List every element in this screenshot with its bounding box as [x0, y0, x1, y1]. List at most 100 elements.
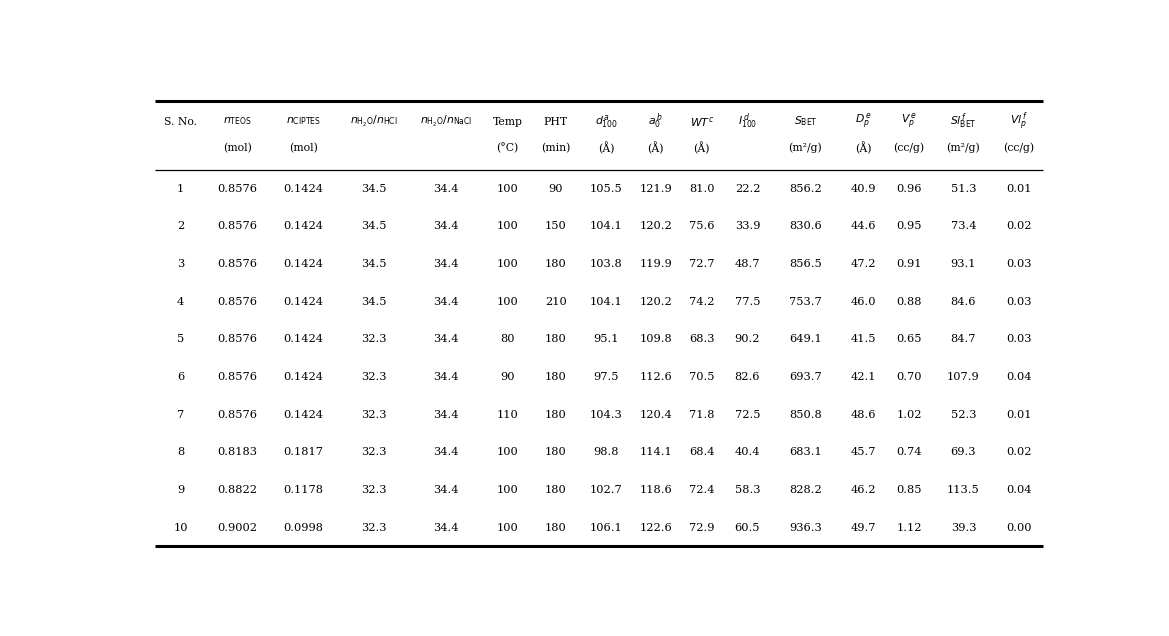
Text: 0.1817: 0.1817 [284, 447, 324, 457]
Text: 0.1424: 0.1424 [284, 372, 324, 382]
Text: 34.4: 34.4 [434, 523, 458, 532]
Text: 34.4: 34.4 [434, 221, 458, 232]
Text: 180: 180 [545, 447, 567, 457]
Text: 33.9: 33.9 [735, 221, 760, 232]
Text: 70.5: 70.5 [689, 372, 714, 382]
Text: (Å): (Å) [693, 141, 710, 154]
Text: 72.7: 72.7 [689, 259, 714, 269]
Text: 113.5: 113.5 [947, 485, 980, 495]
Text: 180: 180 [545, 410, 567, 420]
Text: 0.1178: 0.1178 [284, 485, 324, 495]
Text: 122.6: 122.6 [639, 523, 672, 532]
Text: $n_{\rm CIPTES}$: $n_{\rm CIPTES}$ [286, 116, 321, 127]
Text: 34.4: 34.4 [434, 447, 458, 457]
Text: 114.1: 114.1 [639, 447, 672, 457]
Text: 830.6: 830.6 [789, 221, 822, 232]
Text: 46.0: 46.0 [851, 296, 876, 307]
Text: 119.9: 119.9 [639, 259, 672, 269]
Text: 90: 90 [500, 372, 514, 382]
Text: 32.3: 32.3 [361, 523, 386, 532]
Text: 0.01: 0.01 [1007, 184, 1032, 194]
Text: 0.1424: 0.1424 [284, 221, 324, 232]
Text: 683.1: 683.1 [789, 447, 822, 457]
Text: 81.0: 81.0 [689, 184, 714, 194]
Text: 72.9: 72.9 [689, 523, 714, 532]
Text: (m²/g): (m²/g) [947, 142, 981, 153]
Text: 41.5: 41.5 [851, 335, 876, 344]
Text: 100: 100 [497, 259, 518, 269]
Text: (cc/g): (cc/g) [1003, 142, 1035, 153]
Text: 753.7: 753.7 [789, 296, 822, 307]
Text: $n_{\rm H_2O}/n_{\rm NaCl}$: $n_{\rm H_2O}/n_{\rm NaCl}$ [420, 114, 472, 129]
Text: 120.2: 120.2 [639, 296, 672, 307]
Text: 90: 90 [548, 184, 563, 194]
Text: 34.4: 34.4 [434, 184, 458, 194]
Text: 1.02: 1.02 [897, 410, 922, 420]
Text: 0.65: 0.65 [897, 335, 922, 344]
Text: 40.4: 40.4 [735, 447, 760, 457]
Text: 120.2: 120.2 [639, 221, 672, 232]
Text: (cc/g): (cc/g) [893, 142, 925, 153]
Text: $S_{\rm BET}$: $S_{\rm BET}$ [794, 114, 817, 128]
Text: 0.8822: 0.8822 [217, 485, 257, 495]
Text: 75.6: 75.6 [689, 221, 714, 232]
Text: 84.6: 84.6 [950, 296, 976, 307]
Text: 46.2: 46.2 [851, 485, 876, 495]
Text: 22.2: 22.2 [735, 184, 760, 194]
Text: 0.8576: 0.8576 [217, 296, 257, 307]
Text: 828.2: 828.2 [789, 485, 822, 495]
Text: 34.4: 34.4 [434, 372, 458, 382]
Text: 97.5: 97.5 [594, 372, 620, 382]
Text: $WT^c$: $WT^c$ [690, 114, 714, 128]
Text: 6: 6 [177, 372, 185, 382]
Text: 180: 180 [545, 259, 567, 269]
Text: 52.3: 52.3 [950, 410, 976, 420]
Text: 77.5: 77.5 [735, 296, 760, 307]
Text: 34.4: 34.4 [434, 485, 458, 495]
Text: 0.8576: 0.8576 [217, 335, 257, 344]
Text: 1: 1 [177, 184, 185, 194]
Text: 34.4: 34.4 [434, 410, 458, 420]
Text: 105.5: 105.5 [590, 184, 623, 194]
Text: 45.7: 45.7 [851, 447, 876, 457]
Text: (mol): (mol) [289, 142, 318, 153]
Text: 0.02: 0.02 [1007, 447, 1032, 457]
Text: $n_{\rm TEOS}$: $n_{\rm TEOS}$ [223, 116, 251, 127]
Text: 80: 80 [500, 335, 514, 344]
Text: 32.3: 32.3 [361, 410, 386, 420]
Text: (min): (min) [541, 142, 570, 153]
Text: 100: 100 [497, 184, 518, 194]
Text: 106.1: 106.1 [590, 523, 623, 532]
Text: 649.1: 649.1 [789, 335, 822, 344]
Text: 68.3: 68.3 [689, 335, 714, 344]
Text: 48.7: 48.7 [735, 259, 760, 269]
Text: 103.8: 103.8 [590, 259, 623, 269]
Text: 39.3: 39.3 [950, 523, 976, 532]
Text: 0.74: 0.74 [897, 447, 922, 457]
Text: 104.1: 104.1 [590, 221, 623, 232]
Text: (Å): (Å) [855, 141, 872, 154]
Text: 95.1: 95.1 [594, 335, 620, 344]
Text: 84.7: 84.7 [950, 335, 976, 344]
Text: 104.1: 104.1 [590, 296, 623, 307]
Text: 0.02: 0.02 [1007, 221, 1032, 232]
Text: (Å): (Å) [648, 141, 664, 154]
Text: 32.3: 32.3 [361, 335, 386, 344]
Text: 49.7: 49.7 [851, 523, 876, 532]
Text: 856.2: 856.2 [789, 184, 822, 194]
Text: 82.6: 82.6 [735, 372, 760, 382]
Text: $D_p^{\,e}$: $D_p^{\,e}$ [855, 112, 872, 131]
Text: 112.6: 112.6 [639, 372, 672, 382]
Text: $Vl_p^{\,f}$: $Vl_p^{\,f}$ [1010, 111, 1028, 133]
Text: 32.3: 32.3 [361, 372, 386, 382]
Text: 1.12: 1.12 [897, 523, 922, 532]
Text: 34.4: 34.4 [434, 296, 458, 307]
Text: 74.2: 74.2 [689, 296, 714, 307]
Text: 8: 8 [177, 447, 185, 457]
Text: $n_{\rm H_2O}/n_{\rm HCl}$: $n_{\rm H_2O}/n_{\rm HCl}$ [350, 114, 397, 129]
Text: 100: 100 [497, 523, 518, 532]
Text: 121.9: 121.9 [639, 184, 672, 194]
Text: 120.4: 120.4 [639, 410, 672, 420]
Text: 107.9: 107.9 [947, 372, 980, 382]
Text: 0.04: 0.04 [1007, 485, 1032, 495]
